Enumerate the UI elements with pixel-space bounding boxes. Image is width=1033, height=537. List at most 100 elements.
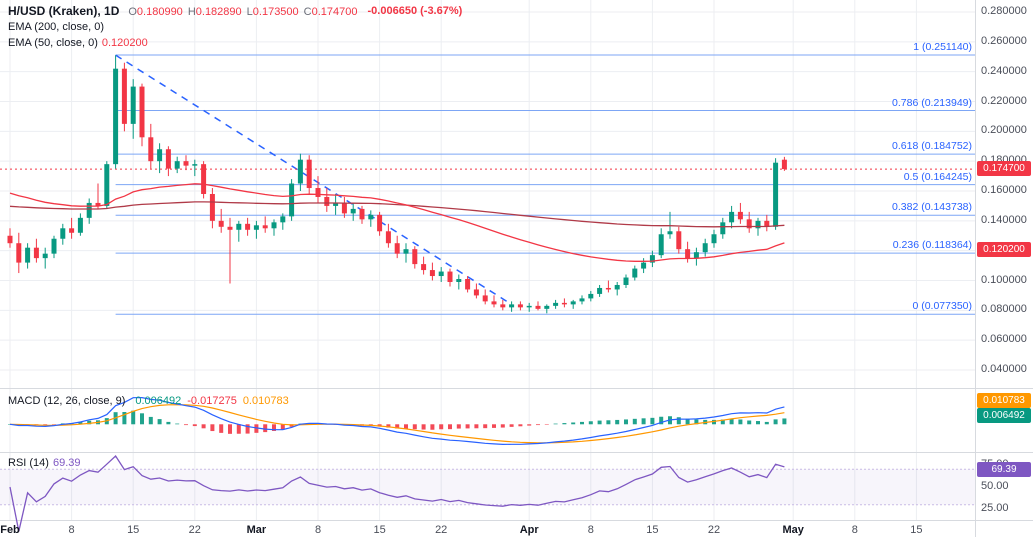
candle[interactable]	[737, 211, 743, 220]
candle[interactable]	[482, 295, 488, 302]
candle[interactable]	[95, 202, 101, 206]
candle[interactable]	[465, 279, 471, 290]
candle[interactable]	[130, 86, 136, 124]
price-axis[interactable]	[975, 0, 1033, 520]
candle[interactable]	[729, 211, 735, 223]
trendline[interactable]	[115, 54, 512, 306]
candle[interactable]	[394, 243, 400, 254]
candle[interactable]	[641, 262, 647, 269]
candle[interactable]	[297, 159, 303, 184]
candle[interactable]	[324, 196, 330, 206]
candle[interactable]	[535, 305, 541, 309]
candle[interactable]	[588, 293, 594, 299]
candle[interactable]	[781, 159, 787, 170]
candle[interactable]	[685, 249, 691, 259]
fib-retracement[interactable]	[115, 54, 975, 315]
candle[interactable]	[201, 164, 207, 194]
candle[interactable]	[403, 249, 409, 254]
candle[interactable]	[306, 159, 312, 189]
candle[interactable]	[16, 243, 22, 263]
candle[interactable]	[491, 301, 497, 305]
candle[interactable]	[333, 202, 339, 206]
candle[interactable]	[720, 222, 726, 235]
candle[interactable]	[69, 228, 75, 233]
candle[interactable]	[157, 149, 163, 162]
candle[interactable]	[183, 161, 189, 166]
candle[interactable]	[711, 234, 717, 244]
candle[interactable]	[412, 249, 418, 265]
candle[interactable]	[421, 264, 427, 271]
candle[interactable]	[60, 228, 66, 239]
candle[interactable]	[544, 305, 550, 309]
candle[interactable]	[509, 304, 515, 308]
candle[interactable]	[456, 279, 462, 282]
candle[interactable]	[315, 188, 321, 197]
symbol-title[interactable]: H/USD (Kraken), 1D	[8, 4, 120, 18]
candle[interactable]	[86, 202, 92, 218]
candle[interactable]	[447, 271, 453, 282]
candle[interactable]	[148, 137, 154, 162]
ema-50-line[interactable]	[9, 183, 785, 262]
rsi-status[interactable]: RSI (14) 69.39	[8, 457, 81, 469]
candle[interactable]	[693, 252, 699, 259]
candle[interactable]	[368, 214, 374, 220]
candle[interactable]	[42, 253, 48, 259]
candle[interactable]	[385, 231, 391, 244]
candle[interactable]	[25, 247, 31, 263]
candle[interactable]	[649, 255, 655, 263]
candle[interactable]	[77, 217, 83, 233]
ema-50-status[interactable]: EMA (50, close, 0) 0.120200	[8, 37, 148, 49]
candle[interactable]	[605, 287, 611, 290]
candle[interactable]	[174, 161, 180, 169]
candle[interactable]	[209, 193, 215, 221]
candle[interactable]	[623, 277, 629, 285]
candle[interactable]	[121, 68, 127, 124]
candle[interactable]	[271, 222, 277, 229]
candle[interactable]	[764, 220, 770, 227]
candle[interactable]	[359, 208, 365, 220]
candle[interactable]	[570, 301, 576, 305]
candle[interactable]	[553, 302, 559, 306]
candle[interactable]	[597, 287, 603, 294]
candle[interactable]	[429, 270, 435, 277]
candle[interactable]	[341, 202, 347, 214]
candle[interactable]	[561, 302, 567, 305]
candle[interactable]	[139, 86, 145, 138]
candle[interactable]	[33, 247, 39, 259]
candle[interactable]	[702, 243, 708, 253]
ema-200-line[interactable]	[9, 201, 785, 228]
candle[interactable]	[236, 223, 242, 230]
ema-200-status[interactable]: EMA (200, close, 0)	[8, 21, 104, 33]
candle[interactable]	[517, 304, 523, 308]
candle[interactable]	[262, 225, 268, 229]
candle[interactable]	[51, 238, 57, 254]
candle[interactable]	[438, 271, 444, 277]
time-axis[interactable]	[0, 521, 1033, 537]
candle[interactable]	[773, 162, 779, 227]
candle[interactable]	[632, 268, 638, 278]
candle[interactable]	[746, 219, 752, 229]
candle[interactable]	[667, 231, 673, 235]
candle[interactable]	[227, 226, 233, 230]
candle[interactable]	[350, 208, 356, 214]
candle[interactable]	[280, 216, 286, 223]
candle[interactable]	[104, 164, 110, 206]
candle[interactable]	[192, 164, 198, 166]
candle[interactable]	[755, 220, 761, 229]
candle[interactable]	[165, 149, 171, 169]
candle[interactable]	[658, 234, 664, 256]
candle[interactable]	[253, 225, 259, 230]
candle[interactable]	[289, 183, 295, 217]
candle[interactable]	[113, 68, 119, 165]
candle[interactable]	[676, 231, 682, 250]
candle[interactable]	[218, 220, 224, 227]
candle[interactable]	[7, 235, 13, 244]
candle[interactable]	[377, 214, 383, 232]
candle[interactable]	[473, 289, 479, 296]
candle[interactable]	[526, 305, 532, 308]
candle[interactable]	[500, 304, 506, 308]
candle[interactable]	[579, 298, 585, 302]
candle[interactable]	[245, 223, 251, 230]
candle[interactable]	[614, 284, 620, 290]
